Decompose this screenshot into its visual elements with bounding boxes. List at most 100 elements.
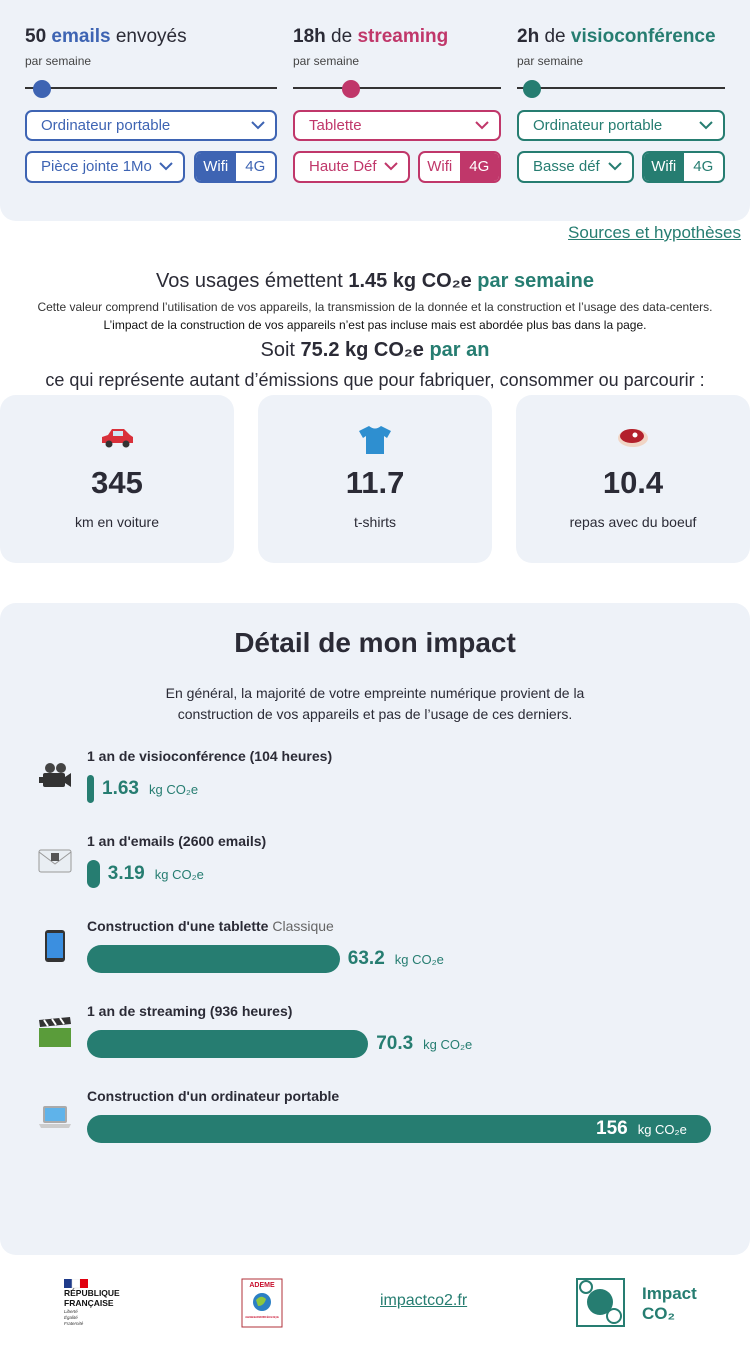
rf-name: RÉPUBLIQUE (64, 1288, 120, 1298)
slider-knob[interactable] (342, 80, 360, 98)
select-value: Basse déf (533, 158, 600, 175)
text: par an (429, 339, 490, 361)
item-unit: kg CO₂e (154, 867, 204, 882)
network-toggle[interactable]: Wifi 4G (194, 151, 277, 183)
tablet-icon (45, 930, 65, 962)
note: L’impact de la construction de vos appar… (103, 318, 647, 332)
usage-column: 18h de streaming par semaine Tablette Ha… (293, 0, 501, 200)
rf-motto: Fraternité (64, 1321, 84, 1326)
camera-icon (39, 763, 71, 787)
chevron (384, 162, 398, 171)
slider-track[interactable] (293, 87, 501, 89)
bar (87, 860, 100, 888)
slider-track[interactable] (517, 87, 725, 89)
value-label: 63.2 kg CO₂e (348, 948, 444, 971)
device-select[interactable]: Tablette (293, 110, 501, 141)
rf-motto: Liberté (64, 1309, 78, 1314)
ademe-logo: ADEME AGENCE DE LA TRANSITION ÉCOLOGIQUE (241, 1278, 283, 1328)
select-value: Pièce jointe 1Mo (41, 158, 152, 175)
bar (87, 945, 340, 973)
yearly-value: 75.2 kg CO₂e (300, 339, 424, 361)
weekly-value: 1.45 kg CO₂e (348, 270, 472, 292)
item-title: 1 an de visioconférence (104 heures) (87, 748, 333, 764)
option-select[interactable]: Basse déf (517, 151, 634, 183)
count: 18h (293, 26, 326, 47)
item-label: Construction d'un ordinateur portable (87, 1088, 339, 1104)
logo-name: CO₂ (642, 1304, 675, 1323)
weekly-line: Vos usages émettent 1.45 kg CO₂e par sem… (0, 270, 750, 293)
prefix: de (544, 26, 566, 47)
site-link[interactable]: impactco2.fr (380, 1292, 468, 1309)
chevron (475, 121, 489, 130)
sources-link[interactable]: Sources et hypothèses (568, 223, 741, 242)
equivalent-value: 10.4 (602, 465, 664, 500)
select-value: Ordinateur portable (533, 117, 663, 134)
rf-motto: Égalité (64, 1314, 78, 1320)
usage-panel: 50 emails envoyés par semaine Ordinateur… (0, 0, 750, 221)
note: Cette valeur comprend l’utilisation de v… (37, 300, 713, 314)
equivalents-intro: ce qui représente autant d’émissions que… (45, 370, 705, 390)
equivalent-card: 11.7 t-shirts (258, 395, 492, 563)
chevron (251, 121, 265, 130)
item-label: Construction d'une tablette Classique (87, 918, 334, 934)
select-value: Ordinateur portable (41, 117, 171, 134)
select-value: Haute Déf (309, 158, 377, 175)
network-toggle[interactable]: Wifi 4G (642, 151, 725, 183)
item-value: 3.19 (107, 863, 145, 884)
period: par semaine (25, 54, 92, 68)
detail-intro: En général, la majorité de votre emprein… (165, 685, 585, 722)
option-select[interactable]: Pièce jointe 1Mo (25, 151, 185, 183)
item-label: 1 an de visioconférence (104 heures) (87, 748, 332, 764)
tshirt-icon (359, 426, 391, 454)
meat-icon (618, 429, 648, 447)
count: 50 (25, 26, 47, 47)
usage-unit: streaming (357, 26, 449, 47)
item-sublabel: Classique (272, 918, 334, 934)
item-value: 70.3 (376, 1033, 414, 1054)
equivalent-value: 11.7 (345, 465, 405, 500)
chevron (159, 162, 173, 171)
prefix: de (331, 26, 353, 47)
usage-unit: visioconférence (570, 26, 716, 47)
toggle-option[interactable]: 4G (245, 158, 266, 175)
yearly-line: Soit 75.2 kg CO₂e par an (0, 339, 750, 362)
equivalent-card: 345 km en voiture (0, 395, 234, 563)
device-select[interactable]: Ordinateur portable (517, 110, 725, 141)
usage-column: 50 emails envoyés par semaine Ordinateur… (25, 0, 277, 200)
toggle-option[interactable]: Wifi (427, 158, 453, 175)
item-unit: kg CO₂e (148, 782, 199, 797)
item-unit: kg CO₂e (637, 1122, 687, 1137)
bar (87, 1115, 711, 1143)
equivalent-card: 10.4 repas avec du boeuf (516, 395, 750, 563)
item-value: 1.63 (102, 778, 139, 799)
ademe-subtitle: AGENCE DE LA TRANSITION ÉCOLOGIQUE (245, 1314, 279, 1319)
device-select[interactable]: Ordinateur portable (25, 110, 277, 141)
item-unit: kg CO₂e (394, 952, 444, 967)
option-select[interactable]: Haute Déf (293, 151, 410, 183)
select-value: Tablette (309, 117, 362, 134)
network-toggle[interactable]: Wifi 4G (418, 151, 501, 183)
toggle-option[interactable]: 4G (459, 153, 499, 181)
toggle-option[interactable]: Wifi (196, 153, 236, 181)
slider-knob[interactable] (33, 80, 51, 98)
chevron (608, 162, 622, 171)
item-title: Construction d'une tablette (87, 918, 269, 934)
item-title: 1 an d'emails (2600 emails) (87, 833, 267, 849)
detail-panel: Détail de mon impact En général, la majo… (0, 603, 750, 1255)
car-icon (102, 429, 133, 448)
detail-title: Détail de mon impact (234, 627, 516, 658)
toggle-option[interactable]: 4G (693, 158, 714, 175)
impactco2-logo: Impact CO₂ (576, 1278, 697, 1327)
slider-track[interactable] (25, 87, 277, 89)
value-label: 3.19 kg CO₂e (108, 863, 204, 886)
logo-name: Impact (642, 1284, 697, 1303)
item-label: 1 an d'emails (2600 emails) (87, 833, 266, 849)
equivalent-label: t-shirts (354, 514, 396, 530)
bar (87, 1030, 369, 1058)
ademe-name: ADEME (249, 1282, 275, 1289)
slider-knob[interactable] (523, 80, 541, 98)
toggle-option[interactable]: Wifi (644, 153, 684, 181)
text: par semaine (477, 270, 595, 292)
item-title: 1 an de streaming (936 heures) (87, 1003, 293, 1019)
